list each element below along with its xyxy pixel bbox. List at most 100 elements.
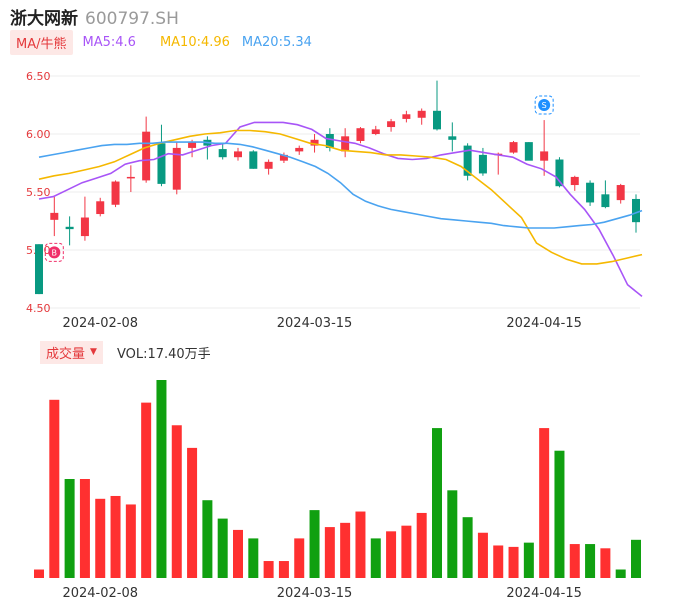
volume-bar: [141, 402, 152, 578]
candle-body: [96, 201, 105, 215]
candle-body: [65, 226, 74, 230]
price-grid: [33, 75, 640, 309]
candle-body: [478, 154, 487, 174]
candle-body: [142, 131, 151, 181]
candle-body: [524, 142, 533, 161]
ma20-line: [38, 141, 643, 229]
volume-bar: [462, 517, 473, 578]
volume-bar: [615, 569, 626, 578]
volume-bar: [386, 531, 397, 578]
volume-bar: [49, 399, 60, 578]
sell-marker-label: S: [542, 101, 547, 110]
candle-body: [402, 114, 411, 119]
candle-body: [218, 149, 227, 158]
volume-bar: [432, 428, 442, 578]
stock-header: 浙大网新 600797.SH: [10, 4, 179, 29]
volume-bar: [294, 538, 305, 578]
volume-value: VOL:17.40万手: [116, 346, 211, 362]
volume-legend: 成交量 ▼ VOL:17.40万手: [40, 340, 211, 364]
ma10-legend: MA10:4.96: [159, 34, 230, 50]
volume-bar: [79, 479, 90, 578]
volume-bar: [95, 498, 106, 578]
volume-bar: [523, 542, 534, 578]
candle-body: [188, 142, 197, 148]
volume-bar: [64, 479, 75, 578]
buy-marker-label: B: [52, 248, 58, 257]
ma5-legend: MA5:4.6: [82, 34, 136, 50]
candle-body: [279, 154, 288, 161]
volume-bar: [600, 548, 611, 578]
volume-bar: [355, 511, 366, 578]
volume-bar: [156, 380, 167, 578]
y-tick-label: 4.50: [26, 302, 51, 315]
candle-body: [463, 145, 472, 176]
volume-bar: [110, 495, 121, 578]
x-tick-label: 2024-02-08: [62, 316, 138, 331]
volume-bar: [202, 500, 213, 578]
volume-bar: [554, 450, 565, 578]
volume-date-axis: 2024-02-08 2024-03-15 2024-04-15: [62, 586, 581, 601]
candle-body: [80, 217, 89, 237]
candle-body: [50, 212, 59, 220]
candle-body: [234, 151, 242, 158]
candle-body: [35, 244, 43, 295]
x-tick-label: 2024-03-15: [277, 586, 353, 601]
volume-bar: [263, 561, 274, 578]
candle-body: [310, 139, 319, 146]
candle-body: [157, 143, 166, 184]
candle-body: [356, 128, 365, 141]
volume-bars: [34, 380, 641, 578]
candle-body: [632, 198, 640, 223]
candle-body: [111, 181, 120, 205]
volume-bar: [539, 428, 550, 578]
candle-body: [555, 159, 564, 187]
candle-body: [172, 147, 181, 190]
volume-bar: [324, 527, 335, 578]
candle-body: [295, 147, 304, 152]
ma-indicator-tab[interactable]: MA/牛熊: [10, 29, 73, 55]
volume-bar: [125, 504, 136, 578]
candle-body: [126, 176, 135, 179]
price-axis: 6.506.005.505.004.50: [26, 70, 51, 315]
candle-body: [249, 151, 258, 169]
volume-bar: [631, 539, 641, 578]
volume-bar: [447, 490, 458, 578]
candle-body: [586, 182, 595, 203]
volume-tab-label: 成交量: [46, 346, 86, 362]
volume-bar: [477, 532, 488, 578]
candle-body: [371, 129, 380, 134]
volume-bar: [34, 569, 44, 578]
candle-body: [616, 185, 625, 201]
volume-bar: [508, 546, 519, 578]
volume-indicator-tab[interactable]: 成交量 ▼: [40, 340, 103, 364]
volume-bar: [569, 544, 580, 578]
candlesticks: [35, 80, 640, 295]
candle-body: [570, 176, 579, 186]
y-tick-label: 5.50: [26, 186, 51, 199]
volume-bar: [493, 545, 504, 578]
candle-body: [325, 134, 334, 148]
y-tick-label: 6.50: [26, 70, 51, 83]
x-tick-label: 2024-04-15: [506, 316, 582, 331]
ma-legend: MA/牛熊 MA5:4.6 MA10:4.96 MA20:5.34: [10, 29, 312, 55]
sell-marker-frame: [534, 95, 554, 115]
stock-name: 浙大网新: [10, 9, 78, 29]
volume-bar: [416, 512, 427, 578]
volume-bar: [278, 561, 289, 578]
buy-marker-frame: [44, 242, 64, 262]
trade-markers: BS: [44, 95, 554, 262]
candle-body: [448, 136, 457, 140]
candle-body: [341, 136, 350, 152]
y-tick-label: 6.00: [26, 128, 51, 141]
volume-bar: [248, 538, 259, 578]
price-date-axis: 2024-02-08 2024-03-15 2024-04-15: [62, 316, 581, 331]
ma10-line: [38, 129, 643, 265]
x-tick-label: 2024-02-08: [62, 586, 138, 601]
volume-bar: [370, 538, 381, 578]
dropdown-arrow-icon: ▼: [90, 347, 97, 357]
volume-bar: [187, 447, 198, 578]
candle-body: [433, 110, 441, 130]
volume-bar: [233, 529, 243, 578]
volume-bar: [340, 522, 351, 578]
